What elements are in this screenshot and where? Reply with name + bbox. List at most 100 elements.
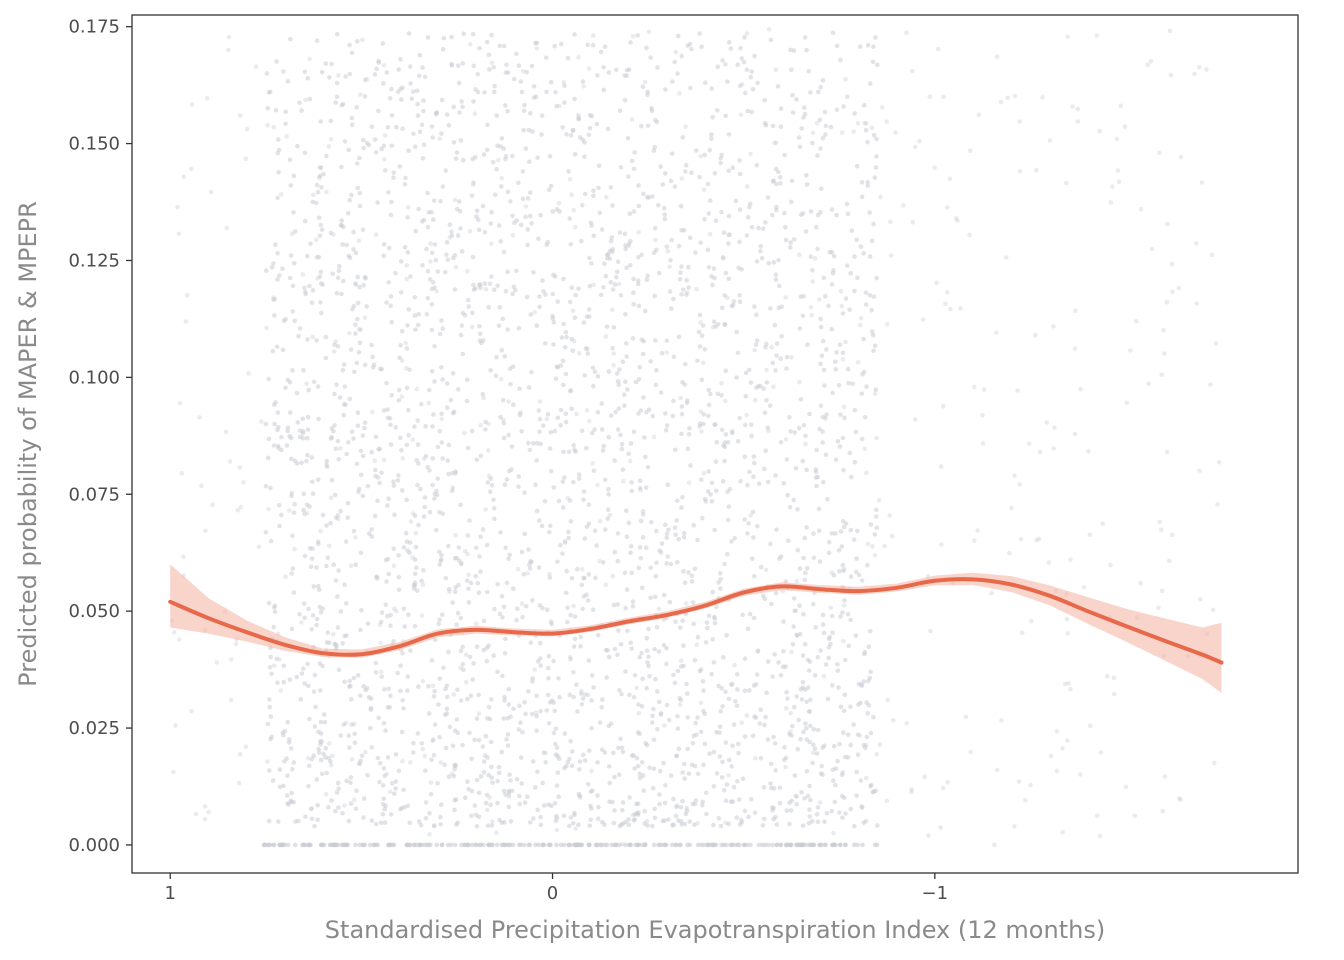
scatter-point bbox=[483, 427, 488, 432]
scatter-point bbox=[460, 61, 466, 66]
scatter-point bbox=[171, 630, 177, 635]
scatter-point bbox=[839, 130, 845, 135]
scatter-point bbox=[302, 681, 308, 686]
scatter-point bbox=[466, 586, 471, 592]
scatter-point bbox=[710, 589, 715, 595]
scatter-point bbox=[650, 194, 655, 199]
scatter-point bbox=[623, 246, 628, 252]
scatter-point bbox=[237, 751, 243, 757]
scatter-point bbox=[665, 249, 671, 254]
scatter-point bbox=[843, 77, 848, 82]
scatter-point bbox=[532, 667, 537, 672]
scatter-point bbox=[885, 322, 890, 327]
scatter-point bbox=[302, 553, 308, 559]
scatter-point bbox=[339, 164, 344, 170]
scatter-point bbox=[610, 345, 615, 351]
scatter-point bbox=[680, 618, 685, 623]
scatter-point bbox=[318, 719, 324, 725]
scatter-point bbox=[1176, 285, 1182, 291]
scatter-point bbox=[494, 166, 499, 172]
scatter-point bbox=[304, 381, 309, 387]
scatter-point bbox=[460, 662, 466, 667]
scatter-point bbox=[838, 704, 844, 710]
scatter-point bbox=[726, 213, 732, 219]
x-axis-title: Standardised Precipitation Evapotranspir… bbox=[325, 916, 1105, 944]
scatter-point bbox=[800, 458, 805, 464]
scatter-point bbox=[585, 598, 591, 603]
scatter-point bbox=[534, 713, 539, 719]
scatter-point bbox=[763, 448, 768, 454]
scatter-point bbox=[657, 768, 663, 774]
scatter-point bbox=[807, 783, 812, 789]
scatter-point bbox=[664, 661, 669, 667]
scatter-point bbox=[865, 139, 870, 145]
scatter-point bbox=[489, 241, 494, 246]
scatter-point bbox=[623, 842, 628, 848]
scatter-point bbox=[690, 600, 696, 605]
scatter-point bbox=[797, 566, 803, 571]
scatter-point bbox=[805, 342, 810, 347]
scatter-point bbox=[328, 520, 333, 526]
scatter-point bbox=[412, 424, 417, 429]
scatter-point bbox=[471, 282, 476, 288]
scatter-point bbox=[564, 334, 569, 340]
scatter-point bbox=[447, 235, 453, 240]
scatter-point bbox=[550, 291, 556, 297]
scatter-point bbox=[576, 55, 581, 60]
scatter-point bbox=[910, 68, 915, 74]
scatter-point bbox=[311, 689, 317, 694]
scatter-point bbox=[362, 842, 368, 848]
scatter-point bbox=[643, 740, 648, 746]
scatter-point bbox=[429, 124, 435, 129]
scatter-point bbox=[831, 253, 837, 259]
scatter-point bbox=[420, 65, 425, 70]
scatter-point bbox=[865, 711, 870, 716]
scatter-point bbox=[609, 235, 615, 240]
scatter-point bbox=[1060, 746, 1065, 751]
scatter-point bbox=[712, 620, 718, 626]
scatter-point bbox=[884, 119, 889, 124]
scatter-point bbox=[283, 574, 288, 579]
scatter-point bbox=[758, 565, 764, 570]
scatter-point bbox=[291, 760, 297, 765]
scatter-point bbox=[534, 693, 539, 699]
scatter-point bbox=[327, 75, 332, 80]
scatter-point bbox=[871, 221, 876, 227]
scatter-point bbox=[501, 420, 507, 426]
scatter-point bbox=[508, 778, 513, 783]
scatter-point bbox=[447, 724, 453, 730]
scatter-point bbox=[436, 702, 441, 707]
scatter-point bbox=[517, 703, 522, 709]
scatter-point bbox=[477, 324, 482, 329]
scatter-point bbox=[600, 819, 605, 825]
scatter-point bbox=[654, 624, 660, 630]
scatter-point bbox=[597, 720, 603, 725]
scatter-point bbox=[809, 312, 815, 318]
scatter-point bbox=[441, 665, 446, 671]
scatter-point bbox=[569, 763, 575, 769]
scatter-point bbox=[636, 229, 641, 235]
scatter-point bbox=[406, 31, 412, 36]
scatter-point bbox=[348, 775, 354, 780]
scatter-point bbox=[735, 842, 740, 848]
scatter-point bbox=[731, 299, 737, 304]
scatter-point bbox=[557, 694, 562, 700]
scatter-point bbox=[523, 204, 529, 209]
scatter-point bbox=[432, 379, 437, 384]
scatter-point bbox=[402, 244, 408, 250]
scatter-point bbox=[846, 643, 852, 649]
scatter-point bbox=[626, 520, 632, 526]
scatter-point bbox=[647, 674, 652, 679]
scatter-point bbox=[579, 691, 584, 696]
scatter-point bbox=[676, 243, 682, 249]
scatter-point bbox=[535, 769, 540, 775]
scatter-point bbox=[736, 741, 741, 747]
scatter-point bbox=[197, 415, 202, 420]
scatter-point bbox=[404, 346, 410, 351]
scatter-point bbox=[612, 808, 617, 813]
scatter-point bbox=[681, 761, 687, 767]
scatter-point bbox=[763, 220, 768, 225]
scatter-point bbox=[176, 231, 182, 237]
scatter-point bbox=[329, 798, 334, 803]
scatter-point bbox=[1097, 833, 1103, 839]
